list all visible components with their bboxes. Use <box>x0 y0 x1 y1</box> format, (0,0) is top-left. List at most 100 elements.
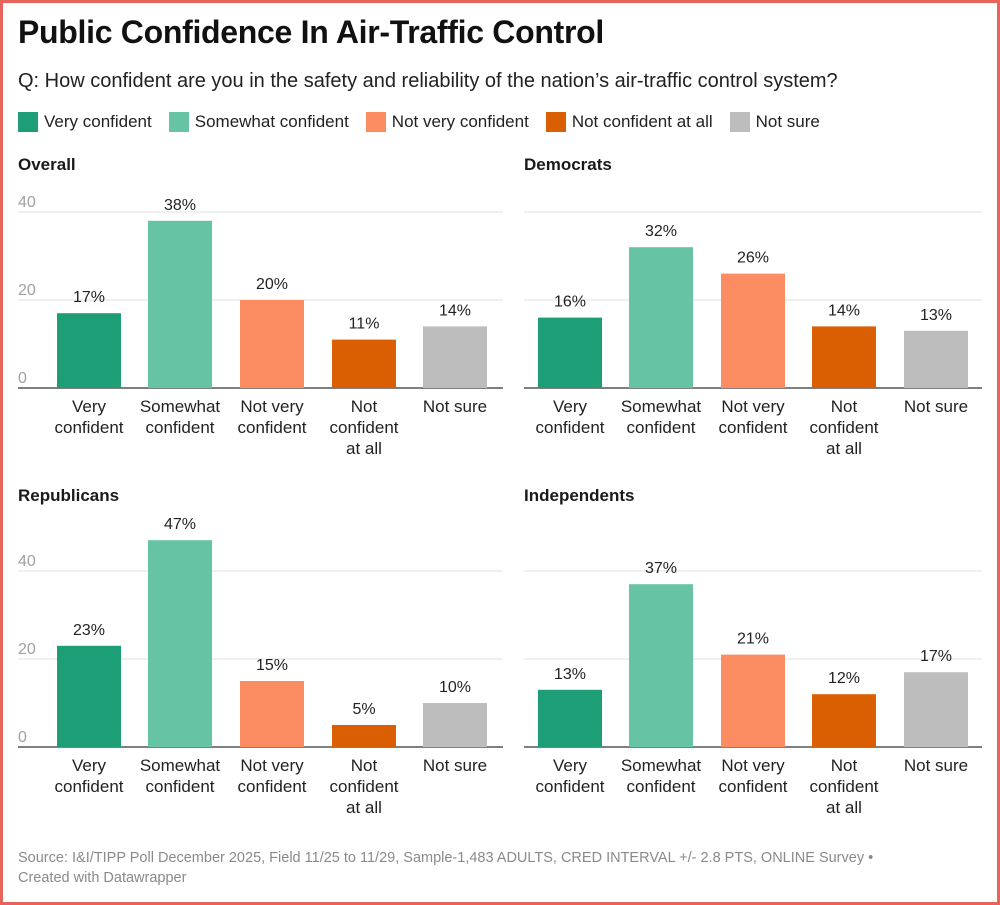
x-tick-label: confident <box>330 777 399 796</box>
bar <box>332 339 396 388</box>
legend-item-not-sure: Not sure <box>729 112 820 132</box>
x-tick-label: confident <box>627 777 696 796</box>
x-tick-label: confident <box>55 777 124 796</box>
data-label: 14% <box>439 302 471 319</box>
x-tick-label: Very <box>72 397 107 416</box>
x-tick-label: confident <box>146 777 215 796</box>
data-label: 37% <box>645 560 677 577</box>
x-tick-label: confident <box>536 777 605 796</box>
panel-title: Democrats <box>524 155 612 174</box>
x-tick-label: Not sure <box>423 397 487 416</box>
legend-label: Not very confident <box>391 112 529 131</box>
y-tick-label: 40 <box>18 553 36 570</box>
bar <box>423 703 487 747</box>
bar <box>240 681 304 747</box>
legend-item-very-confident: Very confident <box>18 112 152 132</box>
chart-subtitle: Q: How confident are you in the safety a… <box>18 70 838 92</box>
y-tick-label: 20 <box>18 641 36 658</box>
data-label: 32% <box>645 223 677 240</box>
data-label: 38% <box>164 197 196 214</box>
x-tick-label: confident <box>719 418 788 437</box>
x-tick-label: confident <box>810 777 879 796</box>
x-tick-label: confident <box>238 777 307 796</box>
x-tick-label: Somewhat <box>140 756 221 775</box>
data-label: 15% <box>256 657 288 674</box>
legend-swatch <box>365 112 386 132</box>
data-label: 5% <box>352 701 375 718</box>
x-tick-label: confident <box>146 418 215 437</box>
bar <box>904 672 968 747</box>
x-tick-label: Not very <box>721 756 785 775</box>
data-label: 17% <box>920 648 952 665</box>
y-tick-label: 0 <box>18 729 27 746</box>
bar <box>148 540 212 747</box>
data-label: 20% <box>256 276 288 293</box>
bar <box>904 330 968 388</box>
x-tick-label: at all <box>346 798 382 817</box>
bar <box>629 584 693 747</box>
legend-swatch <box>545 112 566 132</box>
x-tick-label: confident <box>536 418 605 437</box>
x-tick-label: Not sure <box>904 756 968 775</box>
data-label: 13% <box>920 307 952 324</box>
legend-swatch <box>18 112 38 132</box>
bar <box>721 654 785 747</box>
data-label: 13% <box>554 666 586 683</box>
x-tick-label: Very <box>72 756 107 775</box>
bar <box>57 313 121 388</box>
legend-label: Very confident <box>44 112 152 131</box>
y-tick-label: 40 <box>18 194 36 211</box>
data-label: 10% <box>439 679 471 696</box>
x-tick-label: Somewhat <box>621 397 702 416</box>
legend-swatch <box>168 112 189 132</box>
x-tick-label: confident <box>55 418 124 437</box>
legend-label: Not confident at all <box>571 112 713 131</box>
data-label: 21% <box>737 631 769 648</box>
x-tick-label: confident <box>238 418 307 437</box>
data-label: 12% <box>828 670 860 687</box>
bar <box>57 645 121 747</box>
panel-title: Republicans <box>18 486 119 505</box>
bar <box>538 317 602 388</box>
bar <box>332 725 396 747</box>
data-label: 17% <box>73 289 105 306</box>
bar <box>538 689 602 747</box>
bar <box>629 247 693 388</box>
bar <box>721 273 785 388</box>
x-tick-label: Not <box>351 397 378 416</box>
bar <box>148 220 212 388</box>
x-tick-label: Very <box>553 397 588 416</box>
x-tick-label: at all <box>826 798 862 817</box>
chart-title: Public Confidence In Air-Traffic Control <box>18 14 604 50</box>
y-tick-label: 20 <box>18 282 36 299</box>
x-tick-label: Not <box>351 756 378 775</box>
data-label: 11% <box>349 316 380 333</box>
y-tick-label: 0 <box>18 370 27 387</box>
panel-title: Overall <box>18 155 76 174</box>
x-tick-label: confident <box>330 418 399 437</box>
data-label: 23% <box>73 622 105 639</box>
credit-line: Created with Datawrapper <box>18 870 187 886</box>
x-tick-label: Very <box>553 756 588 775</box>
x-tick-label: Not sure <box>904 397 968 416</box>
bar <box>812 694 876 747</box>
panel-title: Independents <box>524 486 635 505</box>
bar <box>812 326 876 388</box>
legend-item-not-confident-at-all: Not confident at all <box>545 112 713 132</box>
x-tick-label: Not <box>831 397 858 416</box>
x-tick-label: confident <box>719 777 788 796</box>
x-tick-label: Somewhat <box>140 397 221 416</box>
bar <box>240 300 304 388</box>
legend: Very confident Somewhat confident Not ve… <box>18 112 837 132</box>
data-label: 26% <box>737 250 769 267</box>
legend-label: Somewhat confident <box>194 112 349 131</box>
bar <box>423 326 487 388</box>
data-label: 16% <box>554 294 586 311</box>
x-tick-label: at all <box>826 439 862 458</box>
legend-item-not-very-confident: Not very confident <box>365 112 529 132</box>
x-tick-label: Not very <box>240 756 304 775</box>
x-tick-label: Not sure <box>423 756 487 775</box>
legend-swatch <box>729 112 750 132</box>
